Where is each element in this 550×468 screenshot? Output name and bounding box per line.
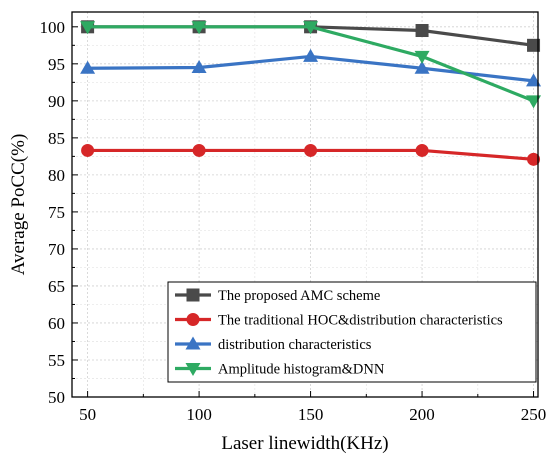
data-point: [527, 38, 541, 52]
data-point: [191, 21, 207, 35]
x-tick-label: 50: [79, 405, 96, 424]
data-point: [527, 152, 541, 166]
x-tick-label: 250: [521, 405, 547, 424]
legend: The proposed AMC scheme The traditional H…: [167, 281, 537, 383]
legend-swatch-marker: [185, 363, 201, 376]
plot-frame: [71, 11, 539, 398]
legend-box: [167, 281, 537, 383]
legend-swatch-marker: [186, 288, 200, 302]
legend-label: distribution characteristics: [218, 337, 372, 353]
data-point: [414, 60, 430, 74]
legend-swatch-marker: [185, 336, 201, 350]
data-point: [415, 24, 429, 38]
legend-label: The proposed AMC scheme: [218, 288, 380, 304]
y-tick-label: 50: [48, 388, 65, 407]
x-axis-label: Laser linewidth(KHz): [221, 433, 388, 454]
data-point: [80, 21, 96, 35]
y-tick-label: 60: [48, 314, 65, 333]
data-point: [415, 143, 429, 157]
y-axis-label: Average PoCC(%): [8, 134, 29, 276]
ticks: 50 55 60 65 70 75 80 85 90 95 100 50 100 150 200 250: [40, 18, 547, 424]
y-tick-label: 65: [48, 277, 65, 296]
y-tick-label: 75: [48, 203, 65, 222]
series-1: [81, 143, 541, 166]
x-tick-label: 150: [298, 405, 324, 424]
y-tick-label: 85: [48, 129, 65, 148]
data-point: [192, 143, 206, 157]
data-point: [526, 95, 542, 109]
legend-swatch-marker: [186, 313, 200, 326]
series-3: [80, 21, 542, 109]
data-point: [303, 48, 319, 62]
x-tick-label: 200: [409, 405, 435, 424]
data-point: [191, 60, 207, 74]
data-point: [526, 73, 542, 87]
y-tick-label: 70: [48, 240, 65, 259]
data-point: [414, 50, 430, 64]
data-point: [81, 143, 95, 157]
data-point: [303, 21, 319, 35]
data-point: [80, 60, 96, 74]
legend-label: Amplitude histogram&DNN: [218, 362, 385, 378]
series-layer: [80, 20, 542, 166]
data-point: [304, 143, 318, 157]
y-tick-label: 90: [48, 92, 65, 111]
y-tick-label: 95: [48, 55, 65, 74]
x-tick-label: 100: [186, 405, 212, 424]
legend-label: The traditional HOC&distribution charact…: [218, 313, 503, 329]
y-tick-label: 80: [48, 166, 65, 185]
y-tick-label: 55: [48, 351, 65, 370]
y-tick-label: 100: [40, 18, 66, 37]
